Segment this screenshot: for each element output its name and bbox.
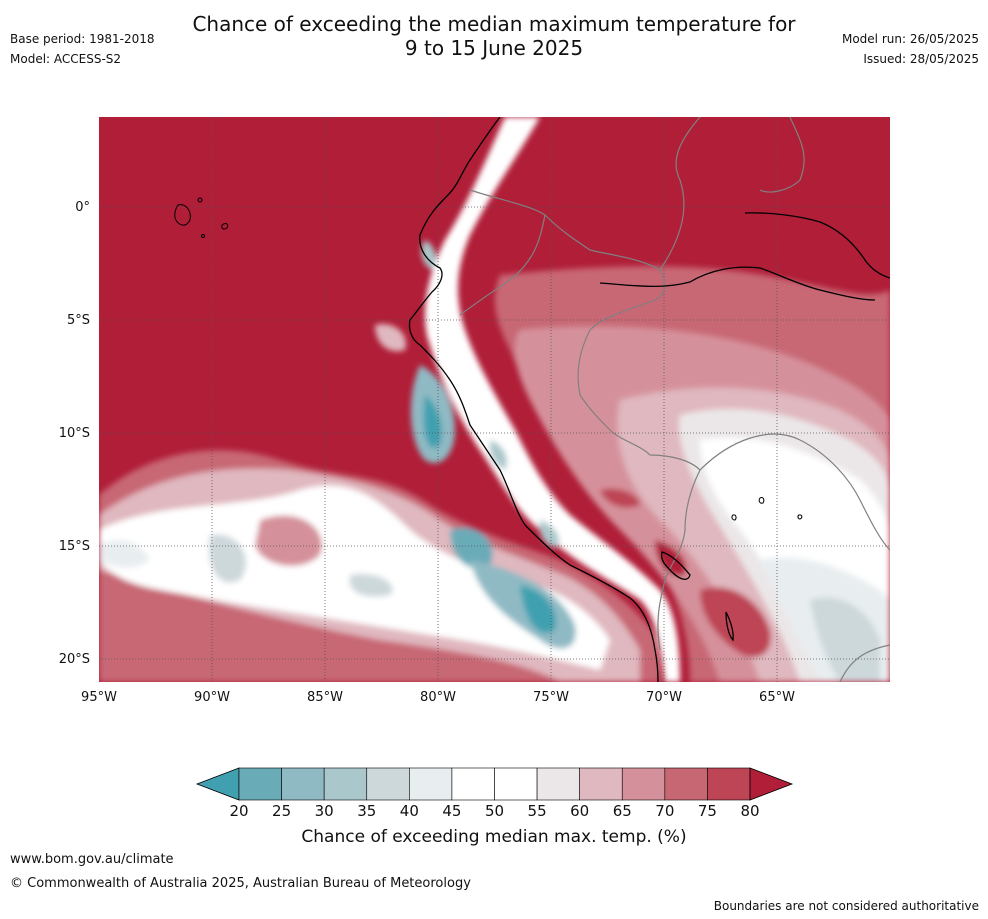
colorbar-tick-label: 70 <box>655 802 674 820</box>
colorbar-tick-label: 80 <box>740 802 759 820</box>
colorbar-max-extension <box>749 767 794 801</box>
lon-label-85w: 85°W <box>307 690 343 705</box>
colorbar <box>195 767 794 801</box>
issued-text: Issued: 28/05/2025 <box>863 52 979 66</box>
colorbar-segment <box>238 767 282 801</box>
colorbar-segment <box>621 767 666 801</box>
lat-label-10s: 10°S <box>59 426 90 441</box>
graticule <box>99 117 890 682</box>
colorbar-tick-label: 40 <box>400 802 419 820</box>
lon-label-75w: 75°W <box>533 690 569 705</box>
title-line-2: 9 to 15 June 2025 <box>404 36 584 60</box>
lon-label-70w: 70°W <box>646 690 682 705</box>
lat-label-0: 0° <box>75 200 90 215</box>
metadata-right: Model run: 26/05/2025 Issued: 28/05/2025 <box>842 31 979 67</box>
colorbar-tick-label: 50 <box>485 802 504 820</box>
colorbar-min-extension <box>195 767 240 801</box>
copyright-text: © Commonwealth of Australia 2025, Austra… <box>10 876 471 891</box>
colorbar-tick-label: 55 <box>528 802 547 820</box>
country-borders <box>459 117 890 682</box>
latitude-labels: 0° 5°S 10°S 15°S 20°S <box>59 200 90 667</box>
colorbar-tick-label: 45 <box>442 802 461 820</box>
colorbar-tick-labels: 20 25 30 35 40 45 50 55 60 65 70 75 80 <box>229 802 759 820</box>
ocean-anomaly-band <box>99 450 660 682</box>
colorbar-segment <box>664 767 708 801</box>
colorbar-segment <box>323 767 368 801</box>
map-panel <box>99 117 890 682</box>
colorbar-segment <box>579 767 623 801</box>
galapagos-islands <box>174 197 803 521</box>
colorbar-segment <box>451 767 495 801</box>
map-title: Chance of exceeding the median maximum t… <box>0 12 988 60</box>
colorbar-tick-label: 65 <box>613 802 632 820</box>
colorbar-tick-label: 30 <box>315 802 334 820</box>
colorbar-tick-label: 35 <box>357 802 376 820</box>
colorbar-segment <box>366 767 410 801</box>
colorbar-tick-label: 75 <box>698 802 717 820</box>
colorbar-tick-label: 60 <box>570 802 589 820</box>
lon-label-95w: 95°W <box>81 690 117 705</box>
colorbar-segment <box>409 767 453 801</box>
boundaries-disclaimer: Boundaries are not considered authoritat… <box>713 899 979 913</box>
bom-climate-link[interactable]: www.bom.gov.au/climate <box>10 852 174 867</box>
colorbar-label: Chance of exceeding median max. temp. (%… <box>301 827 687 847</box>
model-text: Model: ACCESS-S2 <box>10 52 122 66</box>
metadata-left: Base period: 1981-2018 Model: ACCESS-S2 <box>10 31 155 67</box>
coastal-cool-strip <box>375 117 680 682</box>
lon-label-65w: 65°W <box>759 690 795 705</box>
colorbar-segment <box>707 767 751 801</box>
colorbar-segment <box>281 767 325 801</box>
title-line-1: Chance of exceeding the median maximum t… <box>192 12 796 36</box>
lat-label-20s: 20°S <box>59 652 90 667</box>
model-run-text: Model run: 26/05/2025 <box>841 32 979 46</box>
longitude-labels: 95°W 90°W 85°W 80°W 75°W 70°W 65°W <box>81 690 795 705</box>
colorbar-segment <box>494 767 538 801</box>
lat-label-15s: 15°S <box>59 539 90 554</box>
lat-label-5s: 5°S <box>67 313 90 328</box>
colorbar-tick-label: 25 <box>272 802 291 820</box>
base-period-text: Base period: 1981-2018 <box>10 32 155 46</box>
coastline <box>408 117 890 682</box>
lon-label-80w: 80°W <box>420 690 456 705</box>
colorbar-tick-label: 20 <box>229 802 248 820</box>
lon-label-90w: 90°W <box>194 690 230 705</box>
colorbar-segment <box>536 767 580 801</box>
